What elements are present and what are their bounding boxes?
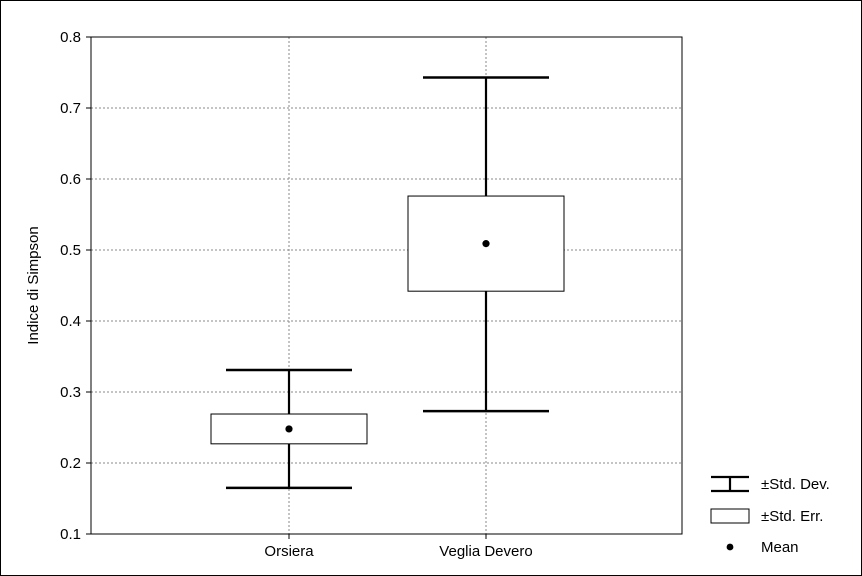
- x-tick-label: Orsiera: [264, 543, 314, 560]
- y-tick-label: 0.8: [60, 29, 81, 46]
- y-tick-label: 0.1: [60, 526, 81, 543]
- legend-label: ±Std. Err.: [761, 508, 823, 525]
- x-axis-ticks: Orsiera Veglia Devero: [264, 534, 533, 560]
- y-tick-label: 0.2: [60, 455, 81, 472]
- mean-dot: [482, 240, 490, 248]
- y-tick-label: 0.5: [60, 242, 81, 259]
- legend-label: ±Std. Dev.: [761, 476, 830, 493]
- y-tick-label: 0.3: [60, 384, 81, 401]
- legend: ±Std. Dev. ±Std. Err. Mean: [710, 475, 830, 556]
- se-box: [210, 413, 368, 445]
- legend-label: Mean: [761, 539, 799, 556]
- legend-mean-dot: [726, 543, 734, 551]
- y-axis-title: Indice di Simpson: [25, 226, 42, 344]
- grid-lines: [91, 37, 682, 534]
- legend-se-box: [710, 508, 750, 524]
- x-tick-label: Veglia Devero: [439, 543, 532, 560]
- y-tick-label: 0.6: [60, 171, 81, 188]
- plot-area: [90, 36, 683, 535]
- y-axis-ticks: 0.1 0.2 0.3 0.4 0.5 0.6 0.7 0.8: [60, 29, 91, 543]
- y-tick-label: 0.7: [60, 100, 81, 117]
- data-marks: [210, 76, 565, 490]
- y-tick-label: 0.4: [60, 313, 81, 330]
- mean-dot: [285, 425, 293, 433]
